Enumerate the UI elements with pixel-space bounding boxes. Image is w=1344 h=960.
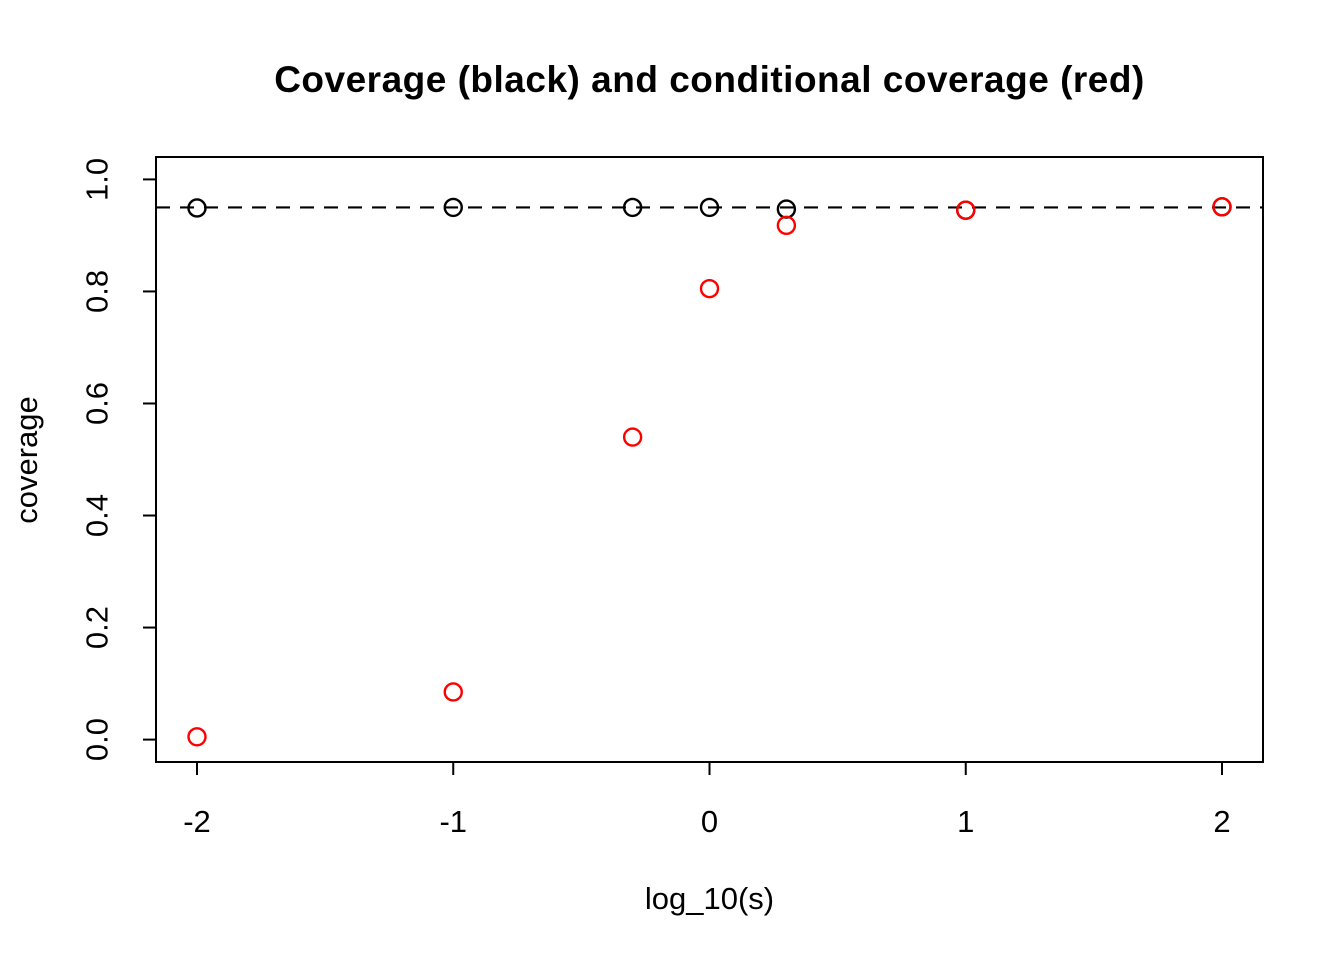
chart-title: Coverage (black) and conditional coverag… (274, 59, 1145, 100)
y-tick-label: 1.0 (80, 158, 115, 201)
data-point-conditional-coverage (443, 682, 463, 702)
x-tick-label: -1 (439, 804, 467, 839)
x-tick-label: 0 (701, 804, 718, 839)
y-tick-label: 0.0 (80, 718, 115, 761)
data-point-coverage (443, 197, 463, 218)
data-point-coverage (187, 198, 207, 218)
x-tick-label: -2 (183, 804, 211, 839)
data-point-conditional-coverage (1212, 197, 1232, 217)
data-point-conditional-coverage (187, 727, 207, 747)
data-point-conditional-coverage (699, 278, 720, 299)
y-tick-label: 0.8 (80, 270, 115, 313)
plot-border (155, 156, 1264, 763)
y-tick-label: 0.2 (80, 606, 115, 649)
data-point-coverage (622, 197, 643, 218)
data-point-coverage (699, 197, 720, 218)
data-point-conditional-coverage (622, 427, 643, 447)
y-tick-label: 0.6 (80, 382, 115, 425)
x-tick-label: 1 (957, 804, 974, 839)
data-point-coverage (776, 199, 797, 219)
x-tick-label: 2 (1213, 804, 1230, 839)
data-point-conditional-coverage (776, 215, 797, 236)
data-point-conditional-coverage (956, 200, 976, 220)
x-axis-title: log_10(s) (644, 881, 775, 916)
y-tick-label: 0.4 (80, 494, 115, 537)
